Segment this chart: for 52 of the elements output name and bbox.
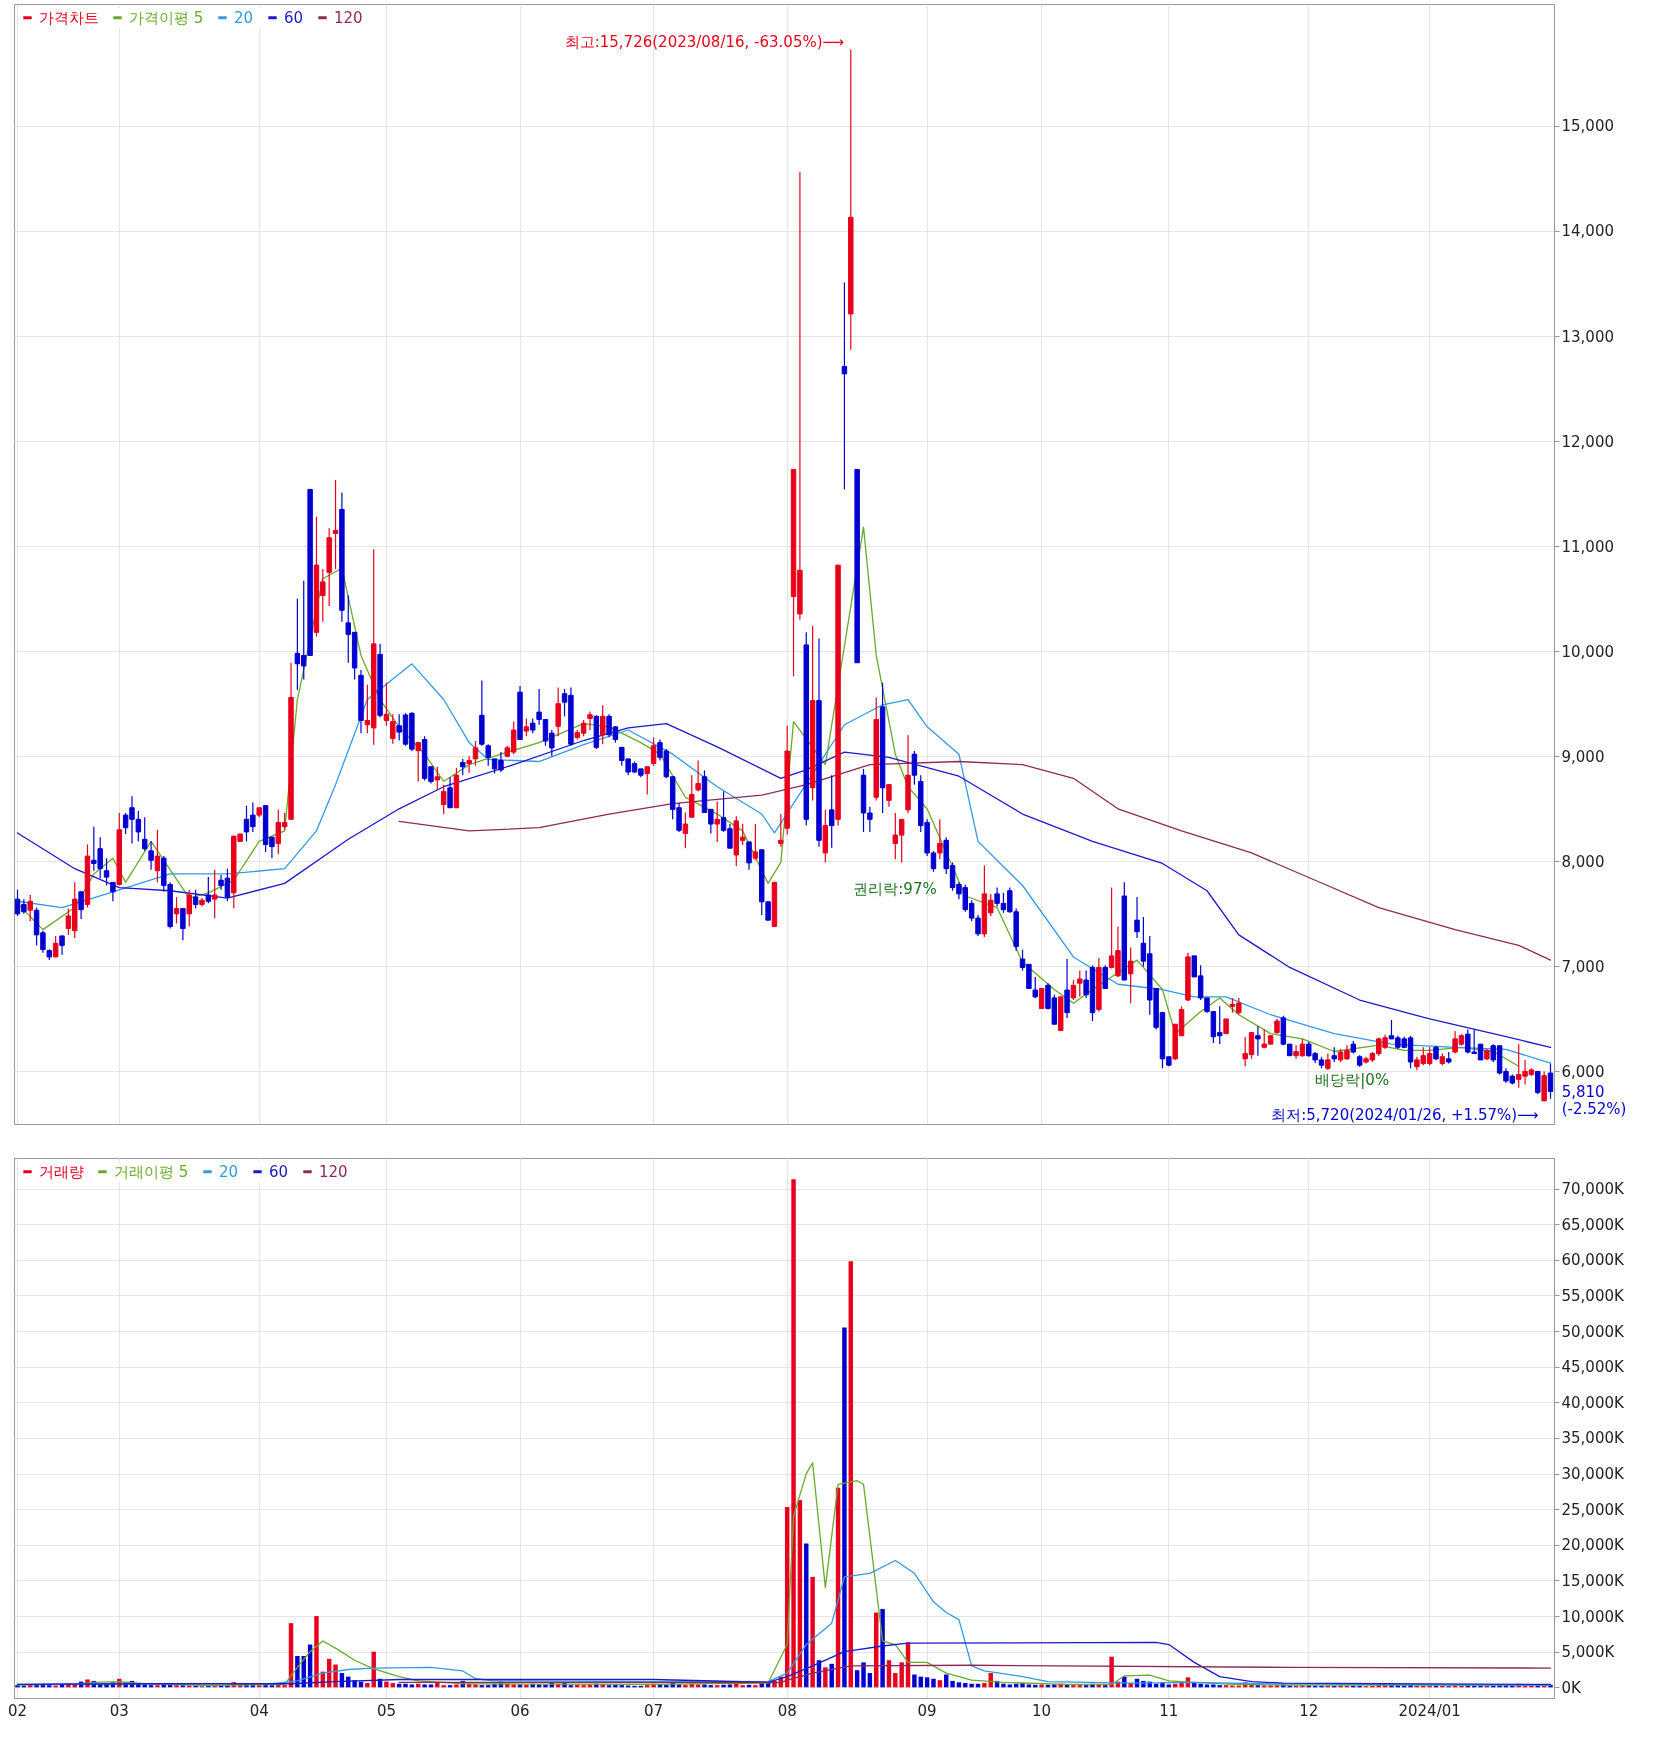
legend-label: 20 [219, 1162, 239, 1181]
y-tick-label: 20,000K [1561, 1536, 1625, 1555]
x-tick-label: 04 [249, 1701, 269, 1720]
x-tick-label: 03 [109, 1701, 129, 1720]
y-tick-label: 8,000 [1561, 852, 1605, 871]
x-tick-label: 12 [1299, 1701, 1319, 1720]
x-tick-label: 05 [376, 1701, 396, 1720]
y-tick-label: 12,000 [1561, 432, 1614, 451]
legend-label: 가격이평 5 [129, 8, 204, 27]
y-tick-label: 25,000K [1561, 1500, 1625, 1519]
y-tick-label: 10,000 [1561, 642, 1614, 661]
annotation: 최고:15,726(2023/08/16, -63.05%)⟶ [564, 33, 845, 52]
y-tick-label: 45,000K [1561, 1358, 1625, 1377]
y-tick-label: 9,000 [1561, 747, 1605, 766]
x-tick-label: 10 [1032, 1701, 1052, 1720]
x-tick-label: 11 [1159, 1701, 1179, 1720]
legend-label: 거래이평 5 [114, 1162, 189, 1181]
y-tick-label: 70,000K [1561, 1180, 1625, 1199]
x-tick-label: 06 [510, 1701, 530, 1720]
y-tick-label: 6,000 [1561, 1062, 1605, 1081]
y-tick-label: 0K [1561, 1678, 1583, 1697]
x-tick-label: 02 [7, 1701, 28, 1720]
x-tick-label: 2024/01 [1398, 1701, 1461, 1720]
annotation: 권리락:97% [853, 879, 937, 898]
annotation: 최저:5,720(2024/01/26, +1.57%)⟶ [1271, 1106, 1539, 1125]
annotation: 배당락|0% [1315, 1070, 1390, 1089]
y-tick-label: 15,000 [1561, 117, 1614, 136]
y-tick-label: 65,000K [1561, 1215, 1625, 1234]
legend-label: 20 [234, 8, 254, 27]
legend-label: 60 [284, 8, 304, 27]
y-tick-label: 14,000 [1561, 222, 1614, 241]
legend-label: 거래량 [39, 1162, 84, 1181]
y-tick-label: 10,000K [1561, 1607, 1625, 1626]
y-tick-label: 5,000K [1561, 1643, 1616, 1662]
y-tick-label: 60,000K [1561, 1251, 1625, 1270]
x-tick-label: 08 [777, 1701, 797, 1720]
x-tick-label: 07 [644, 1701, 664, 1720]
y-tick-label: 15,000K [1561, 1571, 1625, 1590]
legend-label: 가격차트 [39, 8, 99, 27]
y-tick-label: 30,000K [1561, 1465, 1625, 1484]
y-tick-label: 55,000K [1561, 1286, 1625, 1305]
text: 5,810 (-2.52%) [1561, 1082, 1627, 1118]
y-tick-label: 13,000 [1561, 327, 1614, 346]
legend-label: 120 [334, 8, 363, 27]
legend-label: 60 [269, 1162, 289, 1181]
y-tick-label: 40,000K [1561, 1393, 1625, 1412]
legend-label: 120 [319, 1162, 348, 1181]
y-tick-label: 7,000 [1561, 957, 1605, 976]
y-tick-label: 35,000K [1561, 1429, 1625, 1448]
y-tick-label: 11,000 [1561, 537, 1614, 556]
x-tick-label: 09 [917, 1701, 937, 1720]
y-tick-label: 50,000K [1561, 1322, 1625, 1341]
